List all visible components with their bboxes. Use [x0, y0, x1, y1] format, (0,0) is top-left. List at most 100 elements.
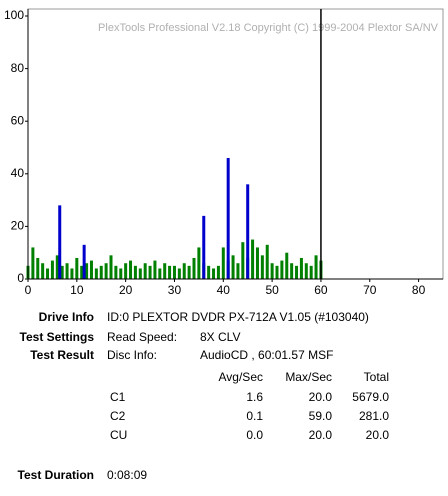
- bar: [70, 268, 74, 279]
- value: 8X CLV: [200, 330, 240, 344]
- bar: [55, 255, 59, 279]
- y-tick-label: 60: [11, 113, 25, 127]
- cell: 1.6: [246, 390, 263, 404]
- bar: [309, 265, 313, 279]
- bar: [192, 257, 196, 279]
- bar: [265, 244, 269, 279]
- bar: [60, 265, 64, 279]
- key: Disc Info:: [107, 348, 157, 362]
- bar: [133, 265, 137, 279]
- x-tick-label: 30: [168, 283, 182, 297]
- cell: 0.1: [246, 409, 263, 423]
- bar: [187, 265, 191, 279]
- x-tick-label: 50: [265, 283, 279, 297]
- bar: [99, 265, 103, 279]
- table-header: Avg/Sec: [219, 370, 263, 384]
- bar: [119, 268, 123, 279]
- table-header: Max/Sec: [285, 370, 332, 384]
- bar: [82, 244, 86, 279]
- bar: [202, 215, 206, 279]
- bar: [314, 255, 318, 279]
- x-tick-label: 10: [70, 283, 84, 297]
- bar: [216, 265, 220, 279]
- cell: 59.0: [309, 409, 333, 423]
- bar: [172, 265, 176, 279]
- y-tick-label: 40: [11, 166, 25, 180]
- bar: [31, 247, 35, 279]
- bar: [94, 268, 98, 279]
- bar: [109, 255, 113, 279]
- bar: [255, 247, 259, 279]
- y-tick-label: 0: [17, 271, 24, 285]
- bar: [36, 257, 40, 279]
- bar: [295, 265, 299, 279]
- bar: [251, 239, 255, 279]
- bar: [236, 263, 240, 279]
- bar: [158, 268, 162, 279]
- cell: 0.0: [246, 428, 263, 442]
- row-label: C2: [110, 409, 126, 423]
- x-tick-label: 70: [363, 283, 377, 297]
- x-tick-label: 20: [119, 283, 133, 297]
- bar: [275, 265, 279, 279]
- bar: [290, 263, 294, 279]
- bar: [89, 260, 93, 279]
- table-header: Total: [364, 370, 389, 384]
- value: AudioCD , 60:01.57 MSF: [200, 348, 333, 362]
- cell: 20.0: [309, 390, 333, 404]
- label: Drive Info: [39, 310, 94, 324]
- value: ID:0 PLEXTOR DVDR PX-712A V1.05 (#103040…: [107, 310, 369, 324]
- bar: [58, 205, 62, 279]
- bar: [124, 263, 128, 279]
- value: 0:08:09: [107, 468, 147, 482]
- bar: [80, 265, 84, 279]
- x-tick-label: 80: [412, 283, 426, 297]
- y-tick-label: 80: [11, 61, 25, 75]
- cell: 20.0: [366, 428, 390, 442]
- bar: [280, 260, 284, 279]
- bar: [260, 255, 264, 279]
- cell: 5679.0: [352, 390, 389, 404]
- bar: [177, 268, 181, 279]
- bar: [50, 260, 54, 279]
- bar: [241, 242, 245, 279]
- y-tick-label: 20: [11, 219, 25, 233]
- bar: [153, 260, 157, 279]
- bar: [143, 263, 147, 279]
- watermark: PlexTools Professional V2.18 Copyright (…: [98, 22, 439, 34]
- bar: [114, 265, 118, 279]
- bar: [65, 263, 69, 279]
- bar: [182, 263, 186, 279]
- bar: [212, 268, 216, 279]
- bar: [46, 268, 50, 279]
- bar: [41, 263, 45, 279]
- x-tick-label: 60: [314, 283, 328, 297]
- bar: [226, 158, 230, 279]
- bar: [285, 252, 289, 279]
- bar: [304, 263, 308, 279]
- row-label: C1: [110, 390, 126, 404]
- label: Test Result: [30, 348, 94, 362]
- bar: [148, 265, 152, 279]
- row-label: CU: [110, 428, 127, 442]
- cell: 20.0: [309, 428, 333, 442]
- label: Test Settings: [20, 330, 95, 344]
- key: Read Speed:: [107, 330, 177, 344]
- bar: [197, 247, 201, 279]
- bar: [270, 263, 274, 279]
- bar: [299, 257, 303, 279]
- bar: [168, 265, 172, 279]
- bar: [207, 265, 211, 279]
- x-tick-label: 40: [217, 283, 231, 297]
- bar: [138, 268, 142, 279]
- bar: [231, 255, 235, 279]
- bar: [85, 263, 89, 279]
- bar: [129, 260, 133, 279]
- cell: 281.0: [359, 409, 389, 423]
- bar: [221, 247, 225, 279]
- plot-area: [27, 8, 444, 280]
- bar: [104, 263, 108, 279]
- bar: [246, 184, 250, 279]
- bar: [163, 263, 167, 279]
